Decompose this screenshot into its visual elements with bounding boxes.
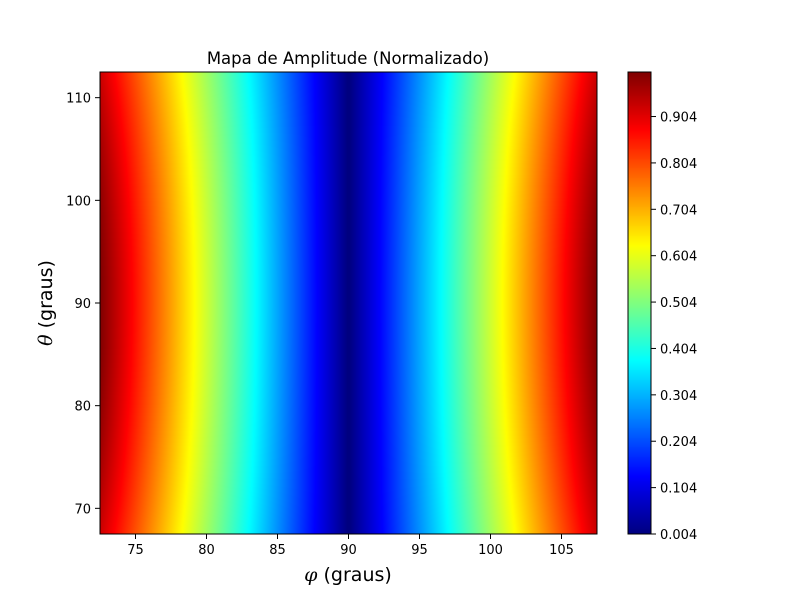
x-tick-label: 95 xyxy=(411,543,428,558)
y-tick-label: 70 xyxy=(74,502,91,517)
colorbar-tick-label: 0.804 xyxy=(660,157,697,172)
y-axis-symbol: θ xyxy=(35,334,57,346)
y-tick-label: 90 xyxy=(74,297,91,312)
colorbar-gradient xyxy=(628,72,651,534)
y-axis-ticks: 70 80 90 100 110 xyxy=(66,92,100,517)
colorbar-tick-label: 0.004 xyxy=(660,528,697,543)
x-tick-label: 105 xyxy=(549,543,574,558)
colorbar-tick-label: 0.304 xyxy=(660,389,697,404)
x-axis-symbol: φ xyxy=(304,564,318,586)
x-axis-label: φ (graus) xyxy=(304,564,392,586)
heatmap-image xyxy=(100,72,597,534)
colorbar-tick-label: 0.504 xyxy=(660,296,697,311)
x-tick-label: 100 xyxy=(478,543,503,558)
colorbar-tick-label: 0.104 xyxy=(660,482,697,497)
colorbar-frame xyxy=(627,71,652,535)
colorbar: 0.004 0.104 0.204 0.304 0.404 0.504 0.604 0.704… xyxy=(627,71,697,543)
heatmap-plot xyxy=(99,71,598,535)
y-axis-label: θ (graus) xyxy=(35,260,57,346)
colorbar-tick-label: 0.904 xyxy=(660,111,697,126)
chart-title: Mapa de Amplitude (Normalizado) xyxy=(207,49,489,68)
x-axis-ticks: 75 80 85 90 95 100 105 xyxy=(127,534,574,558)
x-tick-label: 80 xyxy=(198,543,215,558)
colorbar-tick-label: 0.604 xyxy=(660,250,697,265)
colorbar-tick-label: 0.204 xyxy=(660,435,697,450)
y-tick-label: 80 xyxy=(74,400,91,415)
x-tick-label: 90 xyxy=(340,543,357,558)
x-tick-label: 75 xyxy=(127,543,144,558)
x-tick-label: 85 xyxy=(269,543,286,558)
y-axis-unit: (graus) xyxy=(35,260,57,334)
colorbar-tick-label: 0.704 xyxy=(660,203,697,218)
y-tick-label: 100 xyxy=(66,194,91,209)
y-tick-label: 110 xyxy=(66,92,91,107)
colorbar-tick-label: 0.404 xyxy=(660,342,697,357)
x-axis-unit: (graus) xyxy=(317,564,391,586)
colorbar-ticks: 0.004 0.104 0.204 0.304 0.404 0.504 0.604 0.704… xyxy=(651,111,697,543)
